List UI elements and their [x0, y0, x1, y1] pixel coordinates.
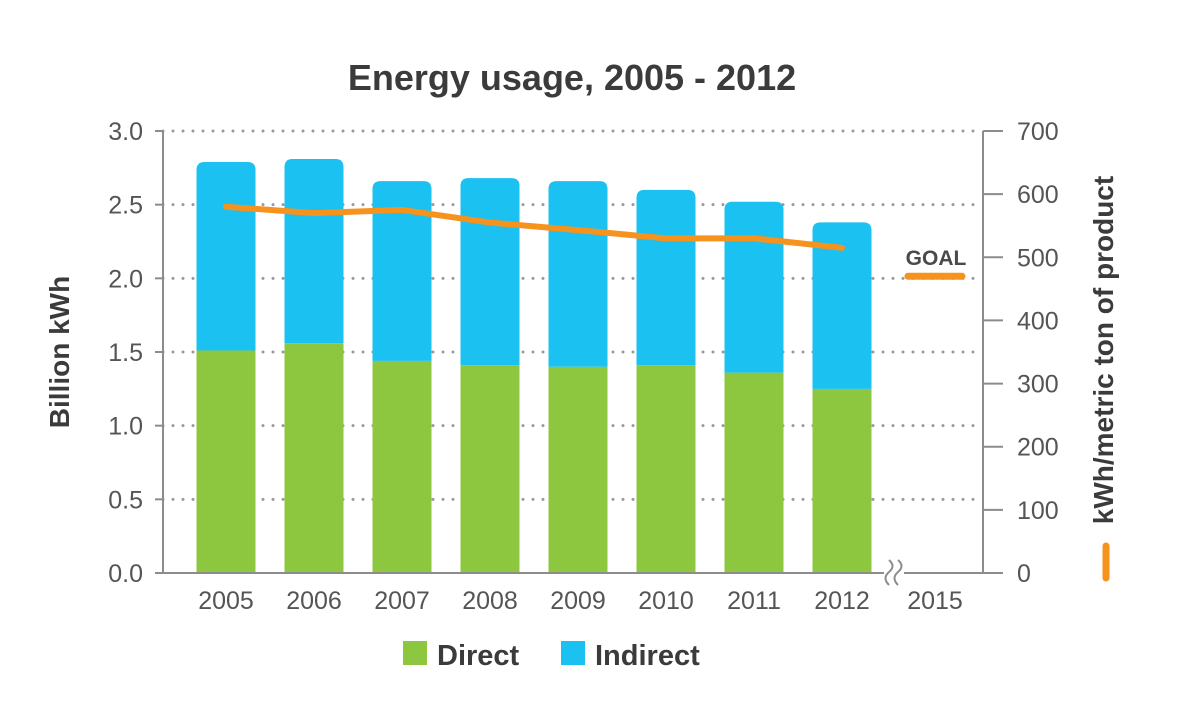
line-point	[313, 212, 315, 214]
x-tick-label-2015: 2015	[907, 587, 963, 615]
right-tick-label: 0	[1017, 560, 1031, 588]
bar-indirect-2012	[812, 222, 872, 389]
left-tick-label: 2.0	[108, 265, 143, 293]
left-tick-label: 1.5	[108, 339, 143, 367]
x-tick-label-2005: 2005	[198, 587, 254, 615]
bar-direct-2007	[372, 360, 432, 573]
goal-label: GOAL	[906, 247, 967, 270]
bar-indirect-2006	[284, 158, 344, 344]
line-point	[577, 229, 579, 231]
axis-break-mark	[884, 559, 894, 586]
bar-direct-2005	[196, 350, 256, 573]
x-tick-label-2009: 2009	[550, 587, 606, 615]
legend: Direct Indirect	[403, 640, 700, 672]
right-tick-label: 500	[1017, 244, 1059, 272]
bar-indirect-2005	[196, 161, 256, 351]
bar-indirect-2010	[636, 189, 696, 366]
bar-indirect-2009	[548, 181, 608, 367]
line-point	[401, 209, 403, 211]
left-tick-label: 0.5	[108, 486, 143, 514]
bar-direct-2006	[284, 343, 344, 573]
line-point	[753, 237, 755, 239]
intensity-line	[223, 203, 845, 251]
legend-direct-label: Direct	[437, 640, 520, 672]
line-point	[841, 247, 843, 249]
bar-direct-2011	[724, 372, 784, 573]
right-axis-ticks: 0 100 200 300 400 500 600 700	[983, 118, 1059, 588]
x-tick-label-2007: 2007	[374, 587, 430, 615]
right-tick-label: 100	[1017, 497, 1059, 525]
x-tick-label-2008: 2008	[462, 587, 518, 615]
chart-title: Energy usage, 2005 - 2012	[348, 57, 796, 98]
left-tick-label: 2.5	[108, 192, 143, 220]
bar-direct-2009	[548, 366, 608, 573]
goal-marker: GOAL	[904, 247, 967, 280]
bar-direct-2010	[636, 365, 696, 573]
right-tick-label: 700	[1017, 118, 1059, 146]
y2-axis-title: kWh/metric ton of product	[1088, 176, 1119, 524]
legend-indirect-label: Indirect	[595, 640, 700, 672]
bar-indirect-2011	[724, 201, 784, 373]
bar-direct-2012	[812, 388, 872, 573]
right-tick-label: 200	[1017, 434, 1059, 462]
bar-indirect-2007	[372, 181, 432, 361]
line-point	[489, 222, 491, 224]
left-tick-label: 3.0	[108, 118, 143, 146]
axis-break-mark	[893, 559, 903, 586]
x-tick-label-2011: 2011	[727, 587, 781, 615]
intensity-line-path	[223, 203, 845, 251]
left-tick-label: 0.0	[108, 560, 143, 588]
bars	[196, 158, 872, 573]
x-tick-label-2006: 2006	[286, 587, 342, 615]
right-tick-label: 600	[1017, 181, 1059, 209]
left-axis-ticks: 0.0 0.5 1.0 1.5 2.0 2.5 3.0	[108, 118, 163, 588]
x-tick-label-2010: 2010	[638, 587, 694, 615]
line-point	[665, 237, 667, 239]
right-tick-label: 300	[1017, 371, 1059, 399]
x-tick-label-2012: 2012	[814, 587, 870, 615]
x-axis-ticks: 2005 2006 2007 2008 2009 2010 2011 2012 2015	[198, 587, 963, 615]
line-point	[225, 206, 227, 208]
y-axis-title: Billion kWh	[44, 276, 75, 428]
bar-indirect-2008	[460, 178, 520, 366]
right-tick-label: 400	[1017, 307, 1059, 335]
legend-indirect-swatch	[561, 641, 585, 665]
legend-direct-swatch	[403, 641, 427, 665]
left-tick-label: 1.0	[108, 413, 143, 441]
bar-direct-2008	[460, 365, 520, 573]
